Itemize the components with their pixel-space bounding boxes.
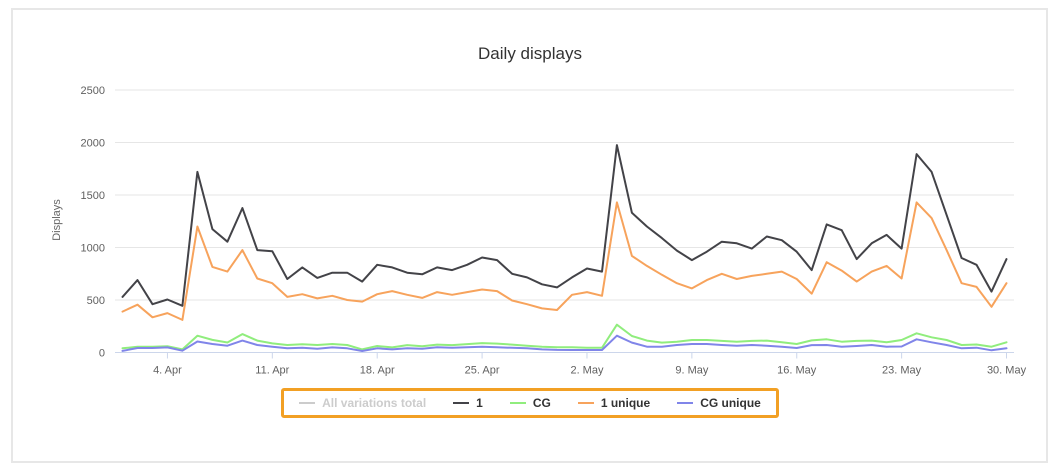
- legend-item-cg-unique[interactable]: CG unique: [677, 396, 761, 410]
- legend-marker-1: [453, 402, 470, 404]
- chart-panel: [11, 8, 1048, 463]
- y-axis-tick-label: 1000: [81, 243, 105, 255]
- series-line-1-unique[interactable]: [121, 201, 1008, 321]
- y-axis-tick-label: 0: [99, 348, 105, 360]
- x-axis-tick-label: 25. Apr: [465, 365, 500, 377]
- chart-title: Daily displays: [478, 44, 582, 63]
- legend-item-cg[interactable]: CG: [509, 396, 551, 410]
- y-axis-tick-label: 2000: [81, 138, 105, 150]
- y-axis-tick-label: 2500: [81, 85, 105, 97]
- x-axis-tick-label: 23. May: [882, 365, 922, 377]
- x-axis-tick-label: 30. May: [987, 365, 1027, 377]
- legend-marker-cg-unique: [677, 402, 694, 404]
- legend-item-label: 1 unique: [600, 396, 651, 410]
- legend-marker-1-unique: [577, 402, 594, 404]
- y-axis-tick-label: 1500: [81, 190, 105, 202]
- x-axis-tick-label: 18. Apr: [360, 365, 395, 377]
- legend-item-label: CG: [532, 396, 551, 410]
- x-axis-tick-label: 11. Apr: [255, 365, 289, 377]
- series-line-1[interactable]: [121, 144, 1008, 307]
- legend: All variations total 1 CG 1 unique CG unique: [0, 388, 1060, 418]
- legend-item-1[interactable]: 1: [453, 396, 483, 410]
- legend-marker-cg: [509, 402, 526, 404]
- legend-marker-all-variations-total: [299, 402, 316, 404]
- legend-item-label: CG unique: [700, 396, 761, 410]
- legend-item-label: All variations total: [322, 396, 427, 410]
- legend-item-label: 1: [476, 396, 483, 410]
- legend-item-all-variations-total[interactable]: All variations total: [299, 396, 426, 410]
- legend-highlight-box: All variations total 1 CG 1 unique CG unique: [281, 388, 779, 418]
- series-line-cg[interactable]: [121, 323, 1008, 351]
- y-axis-tick-label: 500: [87, 295, 105, 307]
- series-line-cg-unique[interactable]: [121, 334, 1008, 352]
- legend-item-1-unique[interactable]: 1 unique: [577, 396, 651, 410]
- x-axis-tick-label: 2. May: [570, 365, 604, 377]
- x-axis-tick-label: 9. May: [675, 365, 709, 377]
- x-axis-tick-label: 16. May: [777, 365, 817, 377]
- x-axis-tick-label: 4. Apr: [153, 365, 182, 377]
